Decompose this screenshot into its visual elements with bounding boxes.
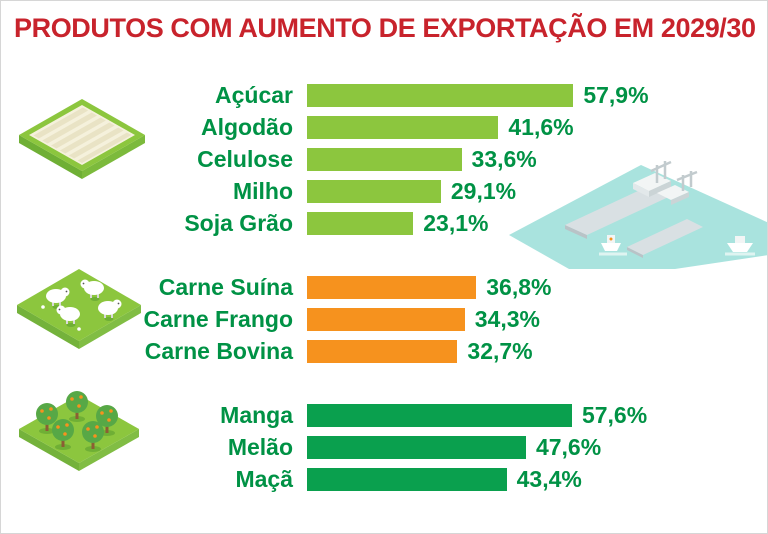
bar-value: 32,7%: [467, 337, 533, 364]
bar-value: 29,1%: [450, 177, 517, 204]
bar-label: Carne Frango: [143, 305, 293, 332]
bar: [307, 467, 507, 491]
bar-group-carnes: Carne Suína 36,8% Carne Frango 34,3% Carne B…: [1, 271, 767, 367]
bar-value: 57,6%: [581, 401, 648, 428]
bar-value: 34,3%: [474, 305, 540, 332]
bar-value: 57,9%: [583, 81, 649, 108]
bar-row: Maçã 43,4%: [1, 463, 767, 495]
bar-value: 41,6%: [508, 113, 574, 140]
port-ships-icon: [507, 159, 767, 274]
bar: [307, 83, 574, 107]
bar-label: Melão: [227, 433, 293, 460]
bar-value: 47,6%: [535, 433, 602, 460]
bar-value: 33,6%: [471, 145, 537, 172]
bar-label: Açúcar: [215, 81, 293, 108]
bar: [307, 115, 499, 139]
bar-value: 43,4%: [516, 465, 582, 492]
bar: [307, 403, 572, 427]
bar-label: Celulose: [197, 145, 293, 172]
bar-row: Soja Grão 23,1%: [1, 207, 767, 239]
bar-row: Carne Frango 34,3%: [1, 303, 767, 335]
bar-row: Melão 47,6%: [1, 431, 767, 463]
page-title: PRODUTOS COM AUMENTO DE EXPORTAÇÃO EM 20…: [14, 13, 756, 43]
bar-label: Carne Suína: [158, 273, 293, 300]
bar-row: Açúcar 57,9%: [1, 79, 767, 111]
bar-label: Maçã: [235, 465, 293, 492]
bar-value: 23,1%: [423, 209, 489, 236]
bar: [307, 275, 477, 299]
bar-row: Celulose 33,6%: [1, 143, 767, 175]
bar-group-frutas: Manga 57,6% Melão 47,6% Maçã 43,4%: [1, 399, 767, 495]
bar: [307, 435, 526, 459]
bar: [307, 179, 441, 203]
bar-label: Soja Grão: [184, 209, 293, 236]
bar: [307, 147, 462, 171]
bar: [307, 211, 414, 235]
bar-chart: Açúcar 57,9% Algodão 41,6% Celulose 33,6% Milh…: [1, 79, 767, 495]
orchard-icon: [15, 383, 143, 490]
bar-label: Carne Bovina: [144, 337, 293, 364]
field-crops-icon: [17, 97, 147, 190]
bar: [307, 339, 458, 363]
bar: [307, 307, 465, 331]
livestock-icon: [13, 263, 145, 364]
bar-row: Carne Bovina 32,7%: [1, 335, 767, 367]
bar-group-graos: Açúcar 57,9% Algodão 41,6% Celulose 33,6% Milh…: [1, 79, 767, 239]
bar-row: Manga 57,6%: [1, 399, 767, 431]
bar-label: Milho: [232, 177, 293, 204]
bar-label: Algodão: [201, 113, 293, 140]
bar-row: Algodão 41,6%: [1, 111, 767, 143]
bar-row: Milho 29,1%: [1, 175, 767, 207]
bar-label: Manga: [220, 401, 293, 428]
bar-value: 36,8%: [486, 273, 552, 300]
bar-row: Carne Suína 36,8%: [1, 271, 767, 303]
